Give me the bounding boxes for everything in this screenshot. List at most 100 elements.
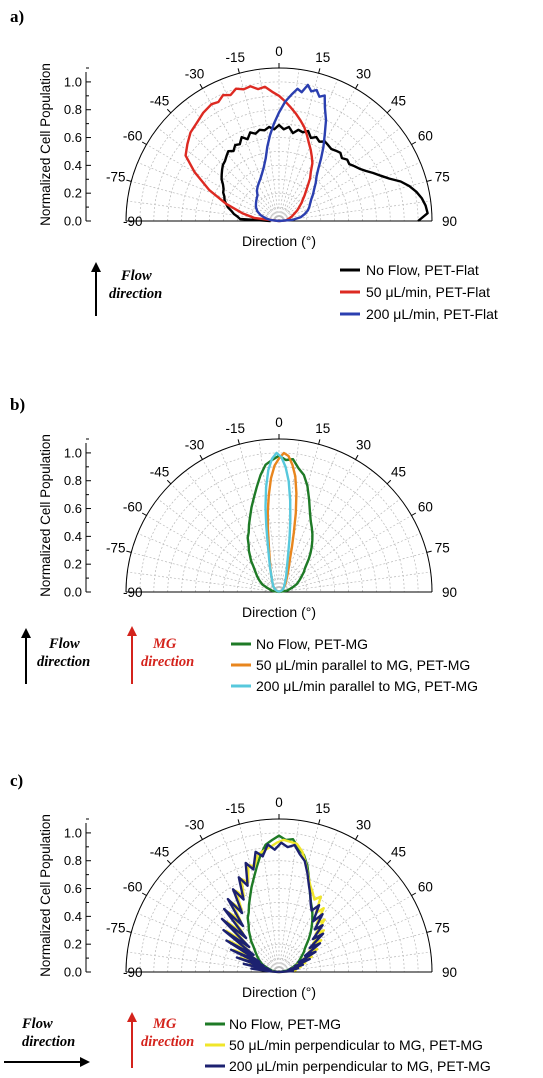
angle-tick-label: 75	[435, 540, 450, 555]
grid-circle	[167, 860, 391, 973]
r-tick-label: 0.0	[64, 965, 82, 980]
y-axis-label: Normalized Cell Population	[38, 434, 53, 597]
grid-spoke	[278, 162, 421, 222]
grid-circle	[153, 846, 405, 973]
grid-spoke	[170, 863, 280, 973]
angle-tick-label: 45	[391, 464, 406, 479]
grid-spoke	[127, 571, 280, 593]
r-tick-label: 0.2	[64, 937, 82, 952]
angle-tick-label: 60	[418, 500, 433, 515]
angle-tick	[318, 68, 321, 74]
arrow-label: direction	[141, 1034, 194, 1050]
series-line-1	[220, 123, 429, 223]
outer-arc	[125, 67, 433, 222]
legend: No Flow, PET-Flat 50 μL/min, PET-Flat 200 …	[340, 262, 498, 322]
angle-tick-label: -45	[150, 844, 170, 859]
direction-arrow: MG direction	[127, 626, 194, 684]
r-tick-label: 0.8	[64, 853, 82, 868]
angle-tick	[318, 819, 321, 825]
arrow-head	[127, 1012, 137, 1022]
r-tick-label: 0.6	[64, 501, 82, 516]
angle-tick	[411, 892, 417, 896]
angle-tick-label: -45	[150, 464, 170, 479]
angle-tick-label: 75	[435, 920, 450, 935]
angle-tick-label: -60	[123, 500, 143, 515]
arrow-label: Flow	[21, 1016, 53, 1032]
angle-tick	[126, 550, 132, 553]
grid-spoke	[239, 824, 280, 973]
grid-spoke	[278, 878, 401, 973]
grid-spoke	[278, 571, 431, 593]
arrow-head	[80, 1057, 90, 1067]
grid-spoke	[157, 498, 280, 593]
angle-tick-label: -30	[185, 438, 205, 453]
grid-spoke	[278, 824, 319, 973]
grid-circle	[167, 109, 391, 222]
grid-spoke	[278, 444, 319, 593]
grid-spoke	[278, 73, 319, 222]
series-line-2	[184, 85, 314, 223]
angle-tick-label: 15	[315, 50, 330, 65]
r-tick-label: 0.8	[64, 102, 82, 117]
polar-chart-2: b) 0.0 0.2 0.4 0.6 0.8 1.0 Normalized Cell Popu…	[10, 395, 478, 694]
angle-tick	[141, 141, 147, 145]
arrow-label: direction	[37, 654, 90, 670]
angle-tick-label: -75	[106, 540, 126, 555]
grid-spoke	[278, 850, 373, 973]
angle-tick-label: 15	[315, 801, 330, 816]
angle-tick-label: 15	[315, 421, 330, 436]
grid-spoke	[278, 200, 431, 222]
x-axis-label: Direction (°)	[242, 984, 316, 1000]
legend: No Flow, PET-MG 50 μL/min parallel to MG,…	[231, 636, 478, 694]
polar-grid	[125, 67, 433, 222]
arrow-label: MG	[152, 636, 177, 652]
direction-arrow: Flow direction	[91, 262, 162, 316]
angle-tick	[386, 479, 392, 485]
outer-arc	[125, 438, 433, 593]
angle-tick-label: 90	[442, 965, 457, 980]
angle-tick-label: -90	[123, 214, 143, 229]
grid-spoke	[278, 127, 401, 222]
angle-tick-label: -30	[185, 67, 205, 82]
x-axis-label: Direction (°)	[242, 233, 316, 249]
angle-tick-label: -90	[123, 585, 143, 600]
angle-tick	[126, 179, 132, 182]
r-tick-label: 1.0	[64, 825, 82, 840]
grid-spoke	[137, 162, 280, 222]
angle-tick	[199, 83, 203, 89]
grid-spoke	[278, 470, 373, 593]
r-tick-label: 1.0	[64, 74, 82, 89]
legend-label: 200 μL/min, PET-Flat	[366, 306, 498, 322]
angle-tick	[411, 141, 417, 145]
arrow-label: direction	[109, 286, 162, 302]
grid-circle	[167, 480, 391, 593]
arrow-head	[91, 262, 101, 272]
grid-spoke	[278, 820, 300, 973]
angle-tick-label: -15	[226, 801, 246, 816]
series-line-3	[220, 841, 325, 974]
grid-spoke	[202, 88, 280, 222]
grid-spoke	[185, 470, 280, 593]
arrow-head	[127, 626, 137, 636]
grid-spoke	[278, 112, 388, 222]
arrow-head	[21, 628, 31, 638]
r-tick-label: 0.8	[64, 473, 82, 488]
grid-spoke	[278, 951, 431, 973]
angle-tick-label: 45	[391, 844, 406, 859]
legend-label: No Flow, PET-MG	[229, 1016, 341, 1032]
grid-spoke	[157, 878, 280, 973]
grid-circle	[209, 522, 349, 593]
polar-chart-1: a) 0.0 0.2 0.4 0.6 0.8 1.0 Normalized Cell Popu…	[10, 7, 498, 322]
grid-spoke	[131, 552, 280, 593]
arrow-label: direction	[141, 654, 194, 670]
legend-label: 50 μL/min perpendicular to MG, PET-MG	[229, 1037, 483, 1053]
angle-tick-label: 30	[356, 438, 371, 453]
series-line-3	[254, 83, 328, 223]
angle-tick	[426, 550, 432, 553]
grid-spoke	[220, 79, 280, 222]
series-line-3	[264, 451, 292, 594]
angle-tick-label: -60	[123, 880, 143, 895]
angle-tick	[126, 930, 132, 933]
outer-arc	[125, 818, 433, 973]
